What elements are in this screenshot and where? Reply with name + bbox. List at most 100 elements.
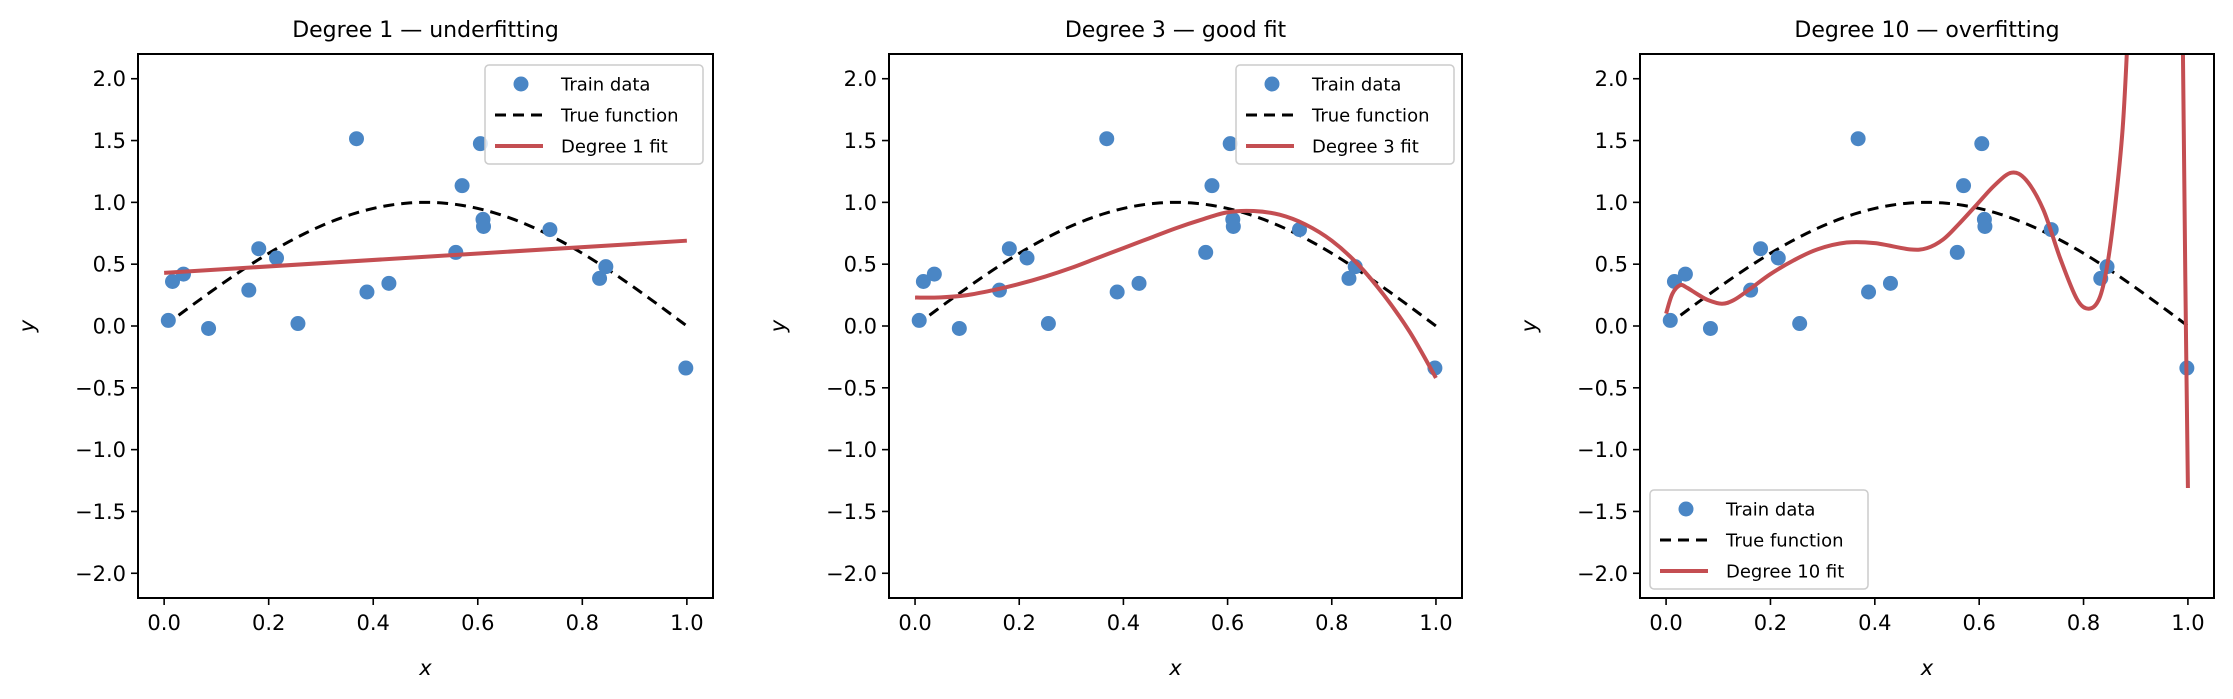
train-data-point [160,312,176,328]
train-data-point [290,316,306,332]
train-data-point [1109,284,1125,300]
legend-entry-label: Degree 1 fit [561,137,668,158]
y-tick-label: 2.0 [1595,67,1628,91]
train-data-point [678,360,694,376]
subplot-title: Degree 10 — overfitting [1794,18,2059,43]
train-data-point [1662,312,1678,328]
legend-entry-label: True function [1725,531,1843,552]
subplot-degree-1: Degree 1 — underfitting 0.0 0.2 0.4 0.6 0.8 1… [15,18,714,680]
x-tick-label: 0.6 [1211,611,1244,635]
y-tick-label: −2.0 [75,562,126,586]
legend-marker-train [1678,501,1694,517]
true-function-line [914,200,1437,328]
train-data-point [1099,131,1115,147]
legend-entry-label: True function [1311,106,1429,127]
train-data-point [1040,316,1056,332]
x-axis-label: x [1168,656,1182,680]
train-data-point [1291,222,1307,238]
x-tick-label: 0.8 [2067,611,2100,635]
x-tick-label: 0.6 [461,611,494,635]
x-tick-label: 0.4 [1858,611,1891,635]
legend-entry-label: True function [560,106,678,127]
y-tick-label: 1.0 [93,191,126,215]
legend: Train data True function Degree 10 fit [1649,489,1869,590]
train-data-point [1956,178,1972,194]
y-tick-label: 0.0 [93,315,126,339]
y-axis-label: y [766,319,790,333]
train-data-point [1949,244,1965,260]
legend-entry-label: Degree 10 fit [1726,562,1844,583]
x-tick-label: 0.0 [1649,611,1682,635]
train-data-point [1001,241,1017,257]
train-data-point [381,275,397,291]
train-data-point [1974,136,1990,152]
y-tick-label: −1.0 [1577,438,1628,462]
x-tick-label: 0.2 [252,611,285,635]
train-data-point [915,273,931,289]
train-data-point [448,244,464,260]
fit-curve [915,208,1438,379]
train-data-point [1225,218,1241,234]
x-tick-label: 0.0 [898,611,931,635]
train-data-point [1753,241,1769,257]
train-data-point [241,282,257,298]
fit-curve [164,238,687,275]
train-data-point [1977,218,1993,234]
x-tick-label: 0.4 [1107,611,1140,635]
train-data-point [592,270,608,286]
y-tick-label: −2.0 [826,562,877,586]
y-tick-label: 0.5 [1595,253,1628,277]
legend-frame [484,64,704,165]
train-data-point [1702,320,1718,336]
train-data-point [1882,275,1898,291]
x-tick-label: 1.0 [1419,611,1452,635]
legend-entry-label: Train data [1311,75,1401,96]
x-tick-label: 0.4 [357,611,390,635]
legend-entry-label: Degree 3 fit [1312,137,1419,158]
x-axis-label: x [418,656,432,680]
legend-frame [1235,64,1455,165]
y-tick-label: 1.5 [1595,129,1628,153]
train-data-point [1019,250,1035,266]
train-data-point [175,266,191,282]
x-tick-label: 0.0 [147,611,180,635]
legend-entry-label: Train data [1725,500,1815,521]
y-tick-label: −1.5 [826,500,877,524]
subplot-title: Degree 1 — underfitting [292,18,559,43]
true-function-line [163,200,688,328]
y-tick-label: −0.5 [826,376,877,400]
train-data-point [1850,131,1866,147]
y-tick-label: −1.5 [75,500,126,524]
train-data-point [165,273,180,289]
y-axis-label: y [15,319,39,333]
legend-marker-train [1264,76,1280,92]
train-data-point [951,320,967,336]
y-tick-label: 1.0 [1595,191,1628,215]
train-data-point [1677,266,1693,282]
train-data-point [359,284,375,300]
x-tick-label: 0.6 [1962,611,1995,635]
true-function-line [1665,200,2189,328]
train-data-point [269,250,285,266]
y-tick-label: −0.5 [75,376,126,400]
fit-curve [1664,54,2190,488]
x-tick-label: 0.8 [566,611,599,635]
y-tick-label: −0.5 [1577,376,1628,400]
train-data-point [1861,284,1877,300]
subplot-degree-3: Degree 3 — good fit 0.0 0.2 0.4 0.6 0.8 1.0 2.… [766,18,1463,680]
y-tick-label: 0.0 [844,315,877,339]
y-tick-label: −1.0 [826,438,877,462]
train-data-point [598,259,614,275]
x-axis-label: x [1920,656,1934,680]
y-tick-label: −2.0 [1577,562,1628,586]
x-tick-label: 0.8 [1315,611,1348,635]
train-data-point [1770,250,1786,266]
train-data-point [472,136,488,152]
y-tick-label: 2.0 [93,67,126,91]
y-tick-label: 1.5 [93,129,126,153]
train-data-point [1341,270,1357,286]
x-tick-label: 1.0 [670,611,703,635]
legend-frame [1649,489,1869,590]
train-data-point [1131,275,1147,291]
x-tick-label: 0.2 [1003,611,1036,635]
